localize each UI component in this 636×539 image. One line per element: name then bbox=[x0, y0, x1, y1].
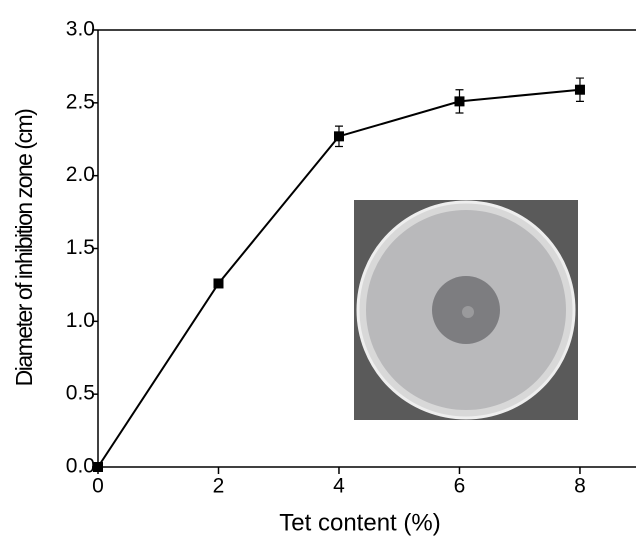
y-tick-label: 2.5 bbox=[66, 90, 95, 113]
inset-photo bbox=[354, 200, 578, 420]
y-tick-label: 2.0 bbox=[66, 163, 95, 186]
marker bbox=[213, 278, 224, 289]
y-axis-label: Diameter of inhibition zone (cm) bbox=[11, 109, 37, 387]
y-tick-label: 0.5 bbox=[66, 382, 95, 405]
x-tick-label: 8 bbox=[574, 475, 586, 498]
y-tick-label: 1.5 bbox=[66, 236, 95, 259]
y-tick-label: 3.0 bbox=[66, 18, 95, 41]
sample-disc bbox=[462, 306, 474, 318]
marker bbox=[93, 462, 103, 472]
y-tick-label: 1.0 bbox=[66, 309, 95, 332]
marker bbox=[333, 131, 344, 142]
x-tick-label: 2 bbox=[213, 475, 225, 498]
x-tick-label: 4 bbox=[333, 475, 345, 498]
x-axis-label: Tet content (%) bbox=[279, 509, 440, 536]
marker bbox=[454, 96, 465, 107]
y-tick-label: 0.0 bbox=[66, 455, 95, 478]
marker bbox=[574, 84, 585, 95]
x-tick-label: 0 bbox=[92, 475, 104, 498]
x-tick-label: 6 bbox=[454, 475, 466, 498]
